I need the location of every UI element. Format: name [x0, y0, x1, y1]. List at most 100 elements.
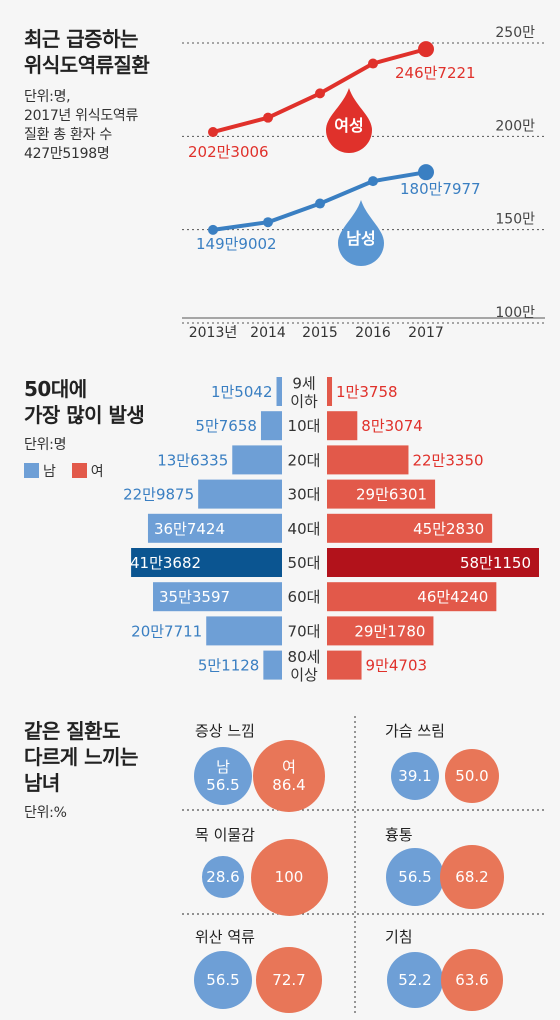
female-value-label: 8만3074: [361, 417, 423, 435]
line-chart-subtitle: 단위:명, 2017년 위식도역류 질환 총 환자 수 427만5198명: [24, 88, 138, 164]
data-point: [315, 88, 325, 99]
age-label: 9세: [292, 375, 315, 393]
male-circle-value: 56.5: [206, 775, 240, 794]
female-bar: [327, 411, 358, 441]
male-value-label: 5만7658: [195, 417, 257, 435]
male-bar: [206, 616, 282, 646]
female-end-label: 246만7221: [395, 64, 476, 82]
age-row: 36만7424 45만2830 40대: [147, 513, 493, 543]
male-bar: [260, 411, 282, 441]
male-bar: [153, 582, 282, 612]
symptom-title: 흉통: [385, 826, 413, 844]
female-bar: [327, 548, 539, 577]
male-circle: 56.5: [194, 951, 252, 1009]
age-row: 35만3597 46만4240 60대: [153, 582, 497, 612]
x-tick-label: 2013년: [189, 325, 238, 341]
age-label: 40대: [288, 520, 321, 538]
title-line: 남녀: [24, 771, 60, 795]
x-tick-label: 2014: [250, 325, 286, 341]
female-start-label: 202만3006: [188, 143, 269, 161]
data-point: [418, 164, 434, 181]
symptom-title: 증상 느낌: [195, 722, 255, 740]
female-bar: [327, 650, 362, 680]
y-tick-label: 150만: [495, 212, 535, 228]
female-circle-value: 100: [274, 868, 304, 886]
legend-female-label: 여: [90, 464, 104, 480]
female-bar: [327, 445, 409, 475]
female-value-label: 46만4240: [417, 588, 488, 606]
x-tick-label: 2016: [355, 325, 391, 341]
title-line: 같은 질환도: [24, 719, 120, 743]
line-chart-title: 최근 급증하는 위식도역류질환: [24, 26, 150, 78]
symptom-title: 가슴 쓰림: [385, 722, 445, 740]
female-circle-label: 여: [282, 757, 296, 776]
data-point: [368, 176, 378, 187]
symptom-title: 같은 질환도 다르게 느끼는 남녀: [24, 718, 138, 796]
symptom-title: 목 이물감: [195, 826, 255, 844]
pyramid-unit: 단위:명: [24, 437, 67, 453]
age-row: 5만7658 8만3074 10대: [195, 411, 423, 441]
male-value-label: 41만3682: [130, 554, 201, 572]
age-row: 41만3682 58만1150 50대: [130, 548, 539, 577]
female-series-label: 여성: [334, 116, 363, 135]
age-label: 이하: [290, 393, 318, 411]
male-circle-value: 39.1: [398, 766, 432, 785]
female-bar: [327, 513, 493, 543]
male-circle-value: 28.6: [206, 867, 240, 886]
female-value-label: 22만3350: [412, 451, 483, 469]
y-tick-label: 250만: [495, 25, 535, 41]
female-bar: [327, 582, 497, 612]
male-circle-value: 56.5: [206, 970, 240, 989]
male-circle-value: 52.2: [398, 970, 432, 989]
age-label: 70대: [288, 622, 321, 640]
female-value-label: 1만3758: [336, 383, 398, 401]
female-circle: 63.6: [441, 949, 503, 1011]
age-label: 50대: [288, 554, 321, 572]
male-bar: [147, 513, 282, 543]
pyramid-legend: 남 여: [24, 463, 104, 482]
male-circle: 56.5: [386, 848, 444, 906]
data-point: [263, 112, 273, 123]
female-value-label: 58만1150: [460, 554, 531, 572]
symptom-title: 기침: [385, 928, 413, 946]
male-value-label: 35만3597: [159, 588, 230, 606]
male-series-label: 남성: [346, 229, 375, 248]
female-circle-value: 72.7: [272, 970, 306, 989]
female-drop: 여성: [326, 88, 372, 153]
symptom-dividers: [182, 716, 545, 1014]
grid: 250만 200만 150만 100만 2013년 2014 2015 2016 2017: [182, 25, 545, 341]
male-value-label: 20만7711: [131, 622, 202, 640]
female-bar: [327, 377, 333, 406]
symptom-unit: 단위:%: [24, 805, 67, 821]
male-circle: 28.6: [202, 856, 244, 898]
female-bar: [327, 616, 434, 646]
age-label: 20대: [288, 451, 321, 469]
age-label: 이상: [290, 666, 318, 684]
age-label: 60대: [288, 588, 321, 606]
male-bar: [131, 548, 282, 577]
female-circle: 50.0: [444, 748, 500, 804]
subtitle-line: 단위:명,: [24, 89, 71, 105]
data-point: [263, 217, 273, 228]
line-chart: 250만 200만 150만 100만 2013년 2014 2015 2016 2017 여성…: [182, 25, 545, 341]
female-value-label: 29만6301: [356, 486, 427, 504]
data-point: [368, 58, 378, 69]
female-value-label: 9만4703: [366, 657, 428, 675]
male-bar: [232, 445, 282, 475]
title-line: 가장 많이 발생: [24, 403, 145, 427]
male-circle: 39.1: [390, 751, 440, 801]
title-line: 50대에: [24, 377, 87, 401]
data-point: [315, 198, 325, 209]
legend-male-label: 남: [43, 464, 56, 480]
male-value-label: 22만9875: [123, 486, 194, 504]
y-tick-label: 200만: [495, 118, 535, 134]
age-label: 10대: [288, 417, 321, 435]
female-circle: 68.2: [440, 845, 504, 909]
title-line: 최근 급증하는: [24, 27, 138, 51]
female-circle-value: 86.4: [272, 775, 306, 794]
female-circle-value: 63.6: [455, 970, 489, 989]
female-value-label: 45만2830: [413, 520, 484, 538]
